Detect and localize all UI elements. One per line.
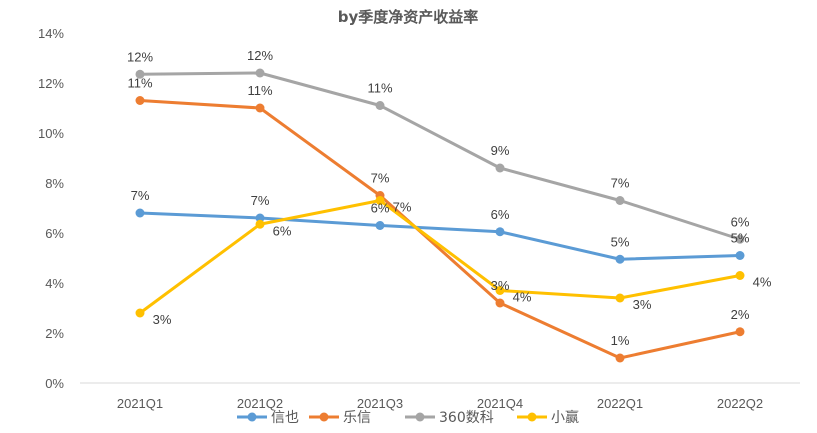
series-1 [135,208,745,264]
y-tick-label: 6% [45,226,64,241]
data-point [615,293,625,303]
data-label: 6% [491,207,510,222]
legend-item: 360数科 [405,410,494,426]
series-2 [135,96,745,363]
series-line [138,71,742,241]
series-4 [135,196,745,318]
data-point [615,254,625,264]
y-tick-label: 14% [38,26,64,41]
data-label: 6% [731,214,750,229]
data-label: 7% [393,200,412,215]
data-point [735,251,745,260]
data-point [495,298,505,308]
x-axis: 2021Q1 2021Q2 2021Q3 2021Q4 2022Q1 2022Q2 [117,396,763,411]
data-point [255,213,265,223]
x-tick-label: 2021Q4 [477,396,523,411]
data-label: 6% [371,201,390,216]
y-tick-label: 2% [45,326,64,341]
data-label: 2% [731,307,750,322]
data-label: 4% [753,275,772,290]
x-tick-label: 2022Q2 [717,396,763,411]
x-tick-label: 2021Q1 [117,396,163,411]
data-label: 11% [247,83,272,98]
data-label: 7% [611,176,630,191]
y-tick-label: 8% [45,176,64,191]
y-tick-label: 12% [38,76,64,91]
legend-item: 信也 [237,410,299,426]
data-label: 7% [371,171,390,186]
data-label: 3% [491,278,510,293]
chart-title: by季度净资产收益率 [338,8,479,26]
data-label: 3% [153,312,172,327]
data-point [135,308,145,318]
series-group [135,68,745,363]
legend-item: 乐信 [309,410,371,426]
y-tick-label: 4% [45,276,64,291]
data-label: 9% [491,143,510,158]
data-point [255,68,265,78]
data-label: 12% [127,49,153,64]
x-tick-label: 2022Q1 [597,396,643,411]
legend-label: 小赢 [551,409,579,426]
series-line [138,211,742,261]
legend-swatch-marker [247,412,257,422]
legend-swatch-marker [527,412,537,422]
series-line [138,199,742,315]
data-point [495,286,505,295]
legend: 信也 乐信 360数科 小赢 [237,409,579,426]
data-point [495,163,505,173]
data-label: 3% [633,297,652,312]
data-point [495,227,505,237]
data-label: 7% [131,188,150,203]
series-3 [135,68,745,244]
legend-label: 信也 [271,410,299,426]
data-point [375,101,385,110]
data-point [375,196,385,205]
data-point [615,353,625,363]
data-label: 7% [251,193,270,208]
data-label: 11% [127,76,152,91]
data-point [615,196,625,205]
data-label: 11% [367,81,392,96]
data-point [735,271,745,280]
data-point [255,219,265,229]
legend-swatch-marker [415,412,425,422]
y-tick-label: 10% [38,126,64,141]
x-tick-label: 2021Q3 [357,396,403,411]
legend-swatch-marker [319,412,329,422]
data-label: 5% [731,231,750,246]
data-point [135,208,145,218]
series-line [138,99,742,360]
data-point [255,103,265,113]
data-label: 4% [513,290,532,305]
data-label: 1% [611,333,630,348]
data-point [735,234,745,244]
data-label: 5% [611,234,630,249]
x-tick-label: 2021Q2 [237,396,283,411]
legend-label: 乐信 [343,410,371,426]
y-tick-label: 0% [45,376,64,391]
legend-item: 小赢 [517,409,579,426]
data-point [135,96,145,105]
data-label: 12% [247,48,273,63]
data-label: 6% [273,223,292,238]
data-point [375,221,385,230]
legend-label: 360数科 [439,410,494,426]
y-axis: 0% 2% 4% 6% 8% 10% 12% 14% [38,26,64,391]
data-labels: 7% 7% 6% 6%5% 5%11% 11%7%3%1%2%12% 12%11%9%7%6… [127,48,772,348]
data-point [735,327,745,337]
data-point [135,69,145,79]
